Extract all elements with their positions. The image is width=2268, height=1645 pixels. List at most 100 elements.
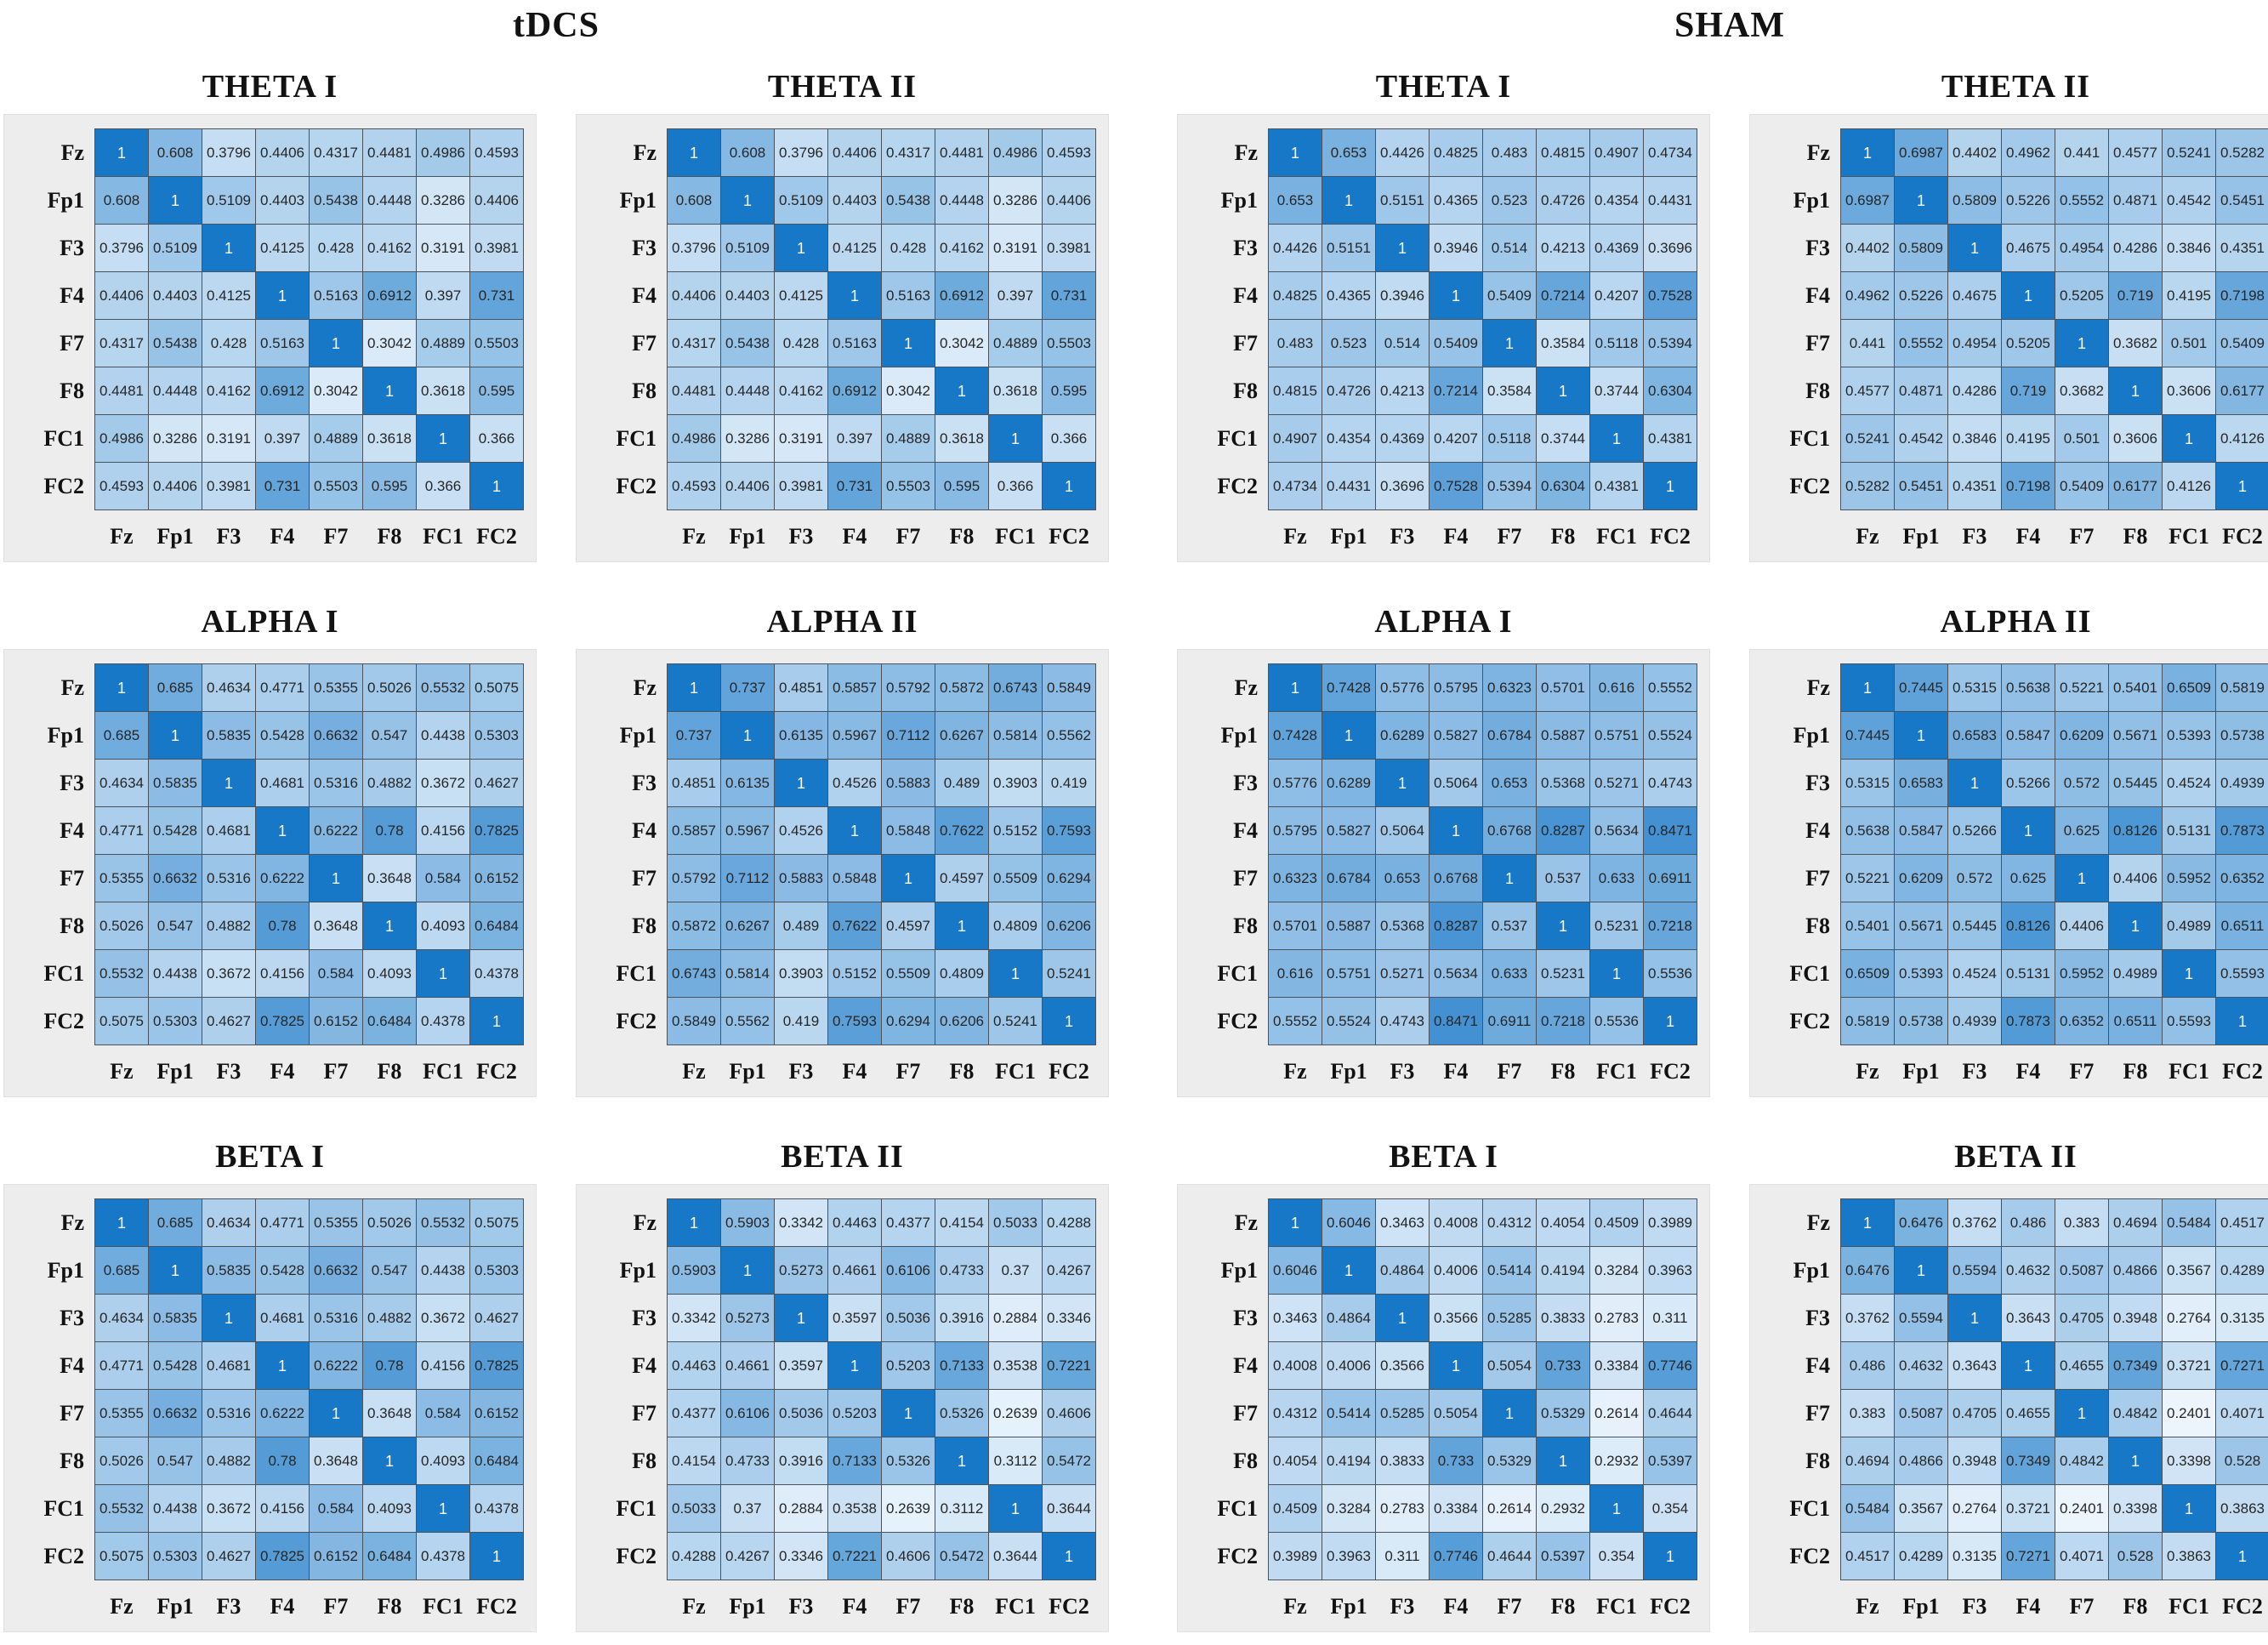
panel-title: ALPHA I [1374, 604, 1513, 640]
column-label: F3 [216, 1594, 242, 1619]
matrix-cell: 0.3648 [362, 854, 417, 902]
matrix-cell: 0.3721 [2001, 1484, 2055, 1533]
matrix-cell: 1 [2215, 1532, 2268, 1580]
matrix-cell: 0.3672 [202, 1484, 256, 1533]
row-label: Fz [633, 139, 657, 165]
matrix-cell: 0.6912 [827, 367, 882, 415]
matrix-cell: 0.4093 [362, 1484, 417, 1533]
matrix-cell: 0.4627 [202, 997, 256, 1045]
row-label: Fz [60, 1210, 84, 1235]
matrix-cell: 0.4369 [1375, 414, 1430, 463]
matrix-cell: 0.3597 [774, 1341, 828, 1390]
column-labels-row: Fz Fp1 F3 F4 F7 F8 FC1 FC2 [1183, 1580, 1697, 1627]
row-label: F8 [1233, 378, 1258, 403]
column-label: F4 [2015, 524, 2041, 549]
matrix-cell: 0.3682 [2055, 367, 2109, 415]
matrix-row: F8 0.4577 0.4871 0.4286 0.719 0.3682 1 0.3606 0.… [1755, 367, 2268, 415]
matrix-row: F8 0.5701 0.5887 0.5368 0.8287 0.537 1 0.5231 0.… [1183, 902, 1697, 950]
matrix-row: FC1 0.5241 0.4542 0.3846 0.4195 0.501 0.3606 1 0… [1755, 414, 2268, 463]
matrix-cell: 0.4162 [362, 224, 417, 272]
column-label: Fp1 [1330, 1594, 1367, 1619]
row-label: F3 [60, 770, 84, 795]
matrix-cell: 0.6583 [1894, 759, 1948, 807]
matrix-cell: 0.7133 [827, 1437, 882, 1485]
matrix-cell: 0.6046 [1322, 1198, 1376, 1247]
column-label: F8 [949, 1059, 975, 1084]
corner-spacer [582, 1580, 668, 1627]
row-label: F7 [632, 1400, 657, 1426]
matrix-cell: 0.4694 [2108, 1198, 2163, 1247]
matrix-cell: 0.5593 [2215, 949, 2268, 998]
matrix-cell: 0.3042 [362, 319, 417, 367]
matrix-row: F7 0.5355 0.6632 0.5316 0.6222 1 0.3648 0.584 0.… [9, 854, 524, 902]
row-label: F8 [60, 378, 84, 403]
matrix-cell: 0.4008 [1268, 1341, 1322, 1390]
row-label: FC1 [43, 425, 84, 451]
matrix-cell: 0.5562 [1042, 711, 1096, 760]
matrix-cell: 0.4634 [94, 759, 149, 807]
matrix-row: F3 0.3463 0.4864 1 0.3566 0.5285 0.3833 0.2783 0… [1183, 1294, 1697, 1342]
matrix-cell: 0.3584 [1482, 367, 1537, 415]
row-label: FC2 [1789, 1008, 1830, 1033]
matrix-cell: 0.4402 [1947, 128, 2002, 177]
matrix-cell: 0.4406 [2108, 854, 2163, 902]
column-label: Fp1 [729, 524, 766, 549]
matrix-cell: 0.7428 [1268, 711, 1322, 760]
matrix-cell: 0.78 [255, 1437, 310, 1485]
matrix-cell: 0.547 [148, 1437, 202, 1485]
matrix-cell: 0.4438 [416, 1246, 470, 1295]
column-label: Fz [1856, 524, 1879, 549]
matrix-cell: 0.3644 [1042, 1484, 1096, 1533]
matrix-cell: 0.3696 [1643, 224, 1697, 272]
matrix-cell: 0.483 [1268, 319, 1322, 367]
column-label: F8 [2123, 524, 2148, 549]
row-label: FC1 [616, 425, 657, 451]
matrix-cell: 0.7825 [255, 997, 310, 1045]
matrix-cell: 0.5266 [2001, 759, 2055, 807]
matrix-row: Fz 1 0.608 0.3796 0.4406 0.4317 0.4481 0.4986 0.… [9, 128, 524, 177]
corner-spacer [1183, 1580, 1269, 1627]
matrix-cell: 0.4871 [1894, 367, 1948, 415]
matrix-cell: 0.5738 [2215, 711, 2268, 760]
matrix-cell: 0.5414 [1482, 1246, 1537, 1295]
matrix-row: Fp1 0.608 1 0.5109 0.4403 0.5438 0.4448 0.3286 0… [582, 176, 1096, 225]
matrix-cell: 1 [827, 271, 882, 320]
column-label: FC2 [1650, 1594, 1691, 1619]
row-label: Fz [633, 1210, 657, 1235]
matrix-cell: 0.5428 [148, 806, 202, 855]
matrix-cell: 0.6509 [2162, 663, 2216, 712]
matrix-cell: 1 [667, 128, 721, 177]
matrix-cell: 0.4154 [935, 1198, 989, 1247]
matrix-row: Fp1 0.6987 1 0.5809 0.5226 0.5552 0.4871 0.4542… [1755, 176, 2268, 225]
matrix-cell: 1 [1429, 271, 1483, 320]
matrix-cell: 0.6206 [935, 997, 989, 1045]
matrix-cell: 0.4378 [416, 997, 470, 1045]
matrix-cell: 0.7218 [1536, 997, 1590, 1045]
matrix-cell: 1 [2162, 1484, 2216, 1533]
matrix-cell: 0.3567 [1894, 1484, 1948, 1533]
matrix-cell: 0.5271 [1375, 949, 1430, 998]
matrix-row: F8 0.4481 0.4448 0.4162 0.6912 0.3042 1 0.3618 0… [582, 367, 1096, 415]
matrix-cell: 0.5368 [1536, 759, 1590, 807]
matrix-cell: 0.547 [148, 902, 202, 950]
matrix-cell: 0.4162 [202, 367, 256, 415]
matrix-cell: 0.5303 [148, 997, 202, 1045]
matrix-cell: 1 [1482, 319, 1537, 367]
matrix-row: F7 0.5221 0.6209 0.572 0.625 1 0.4406 0.5952 0.6… [1755, 854, 2268, 902]
matrix-cell: 0.4463 [667, 1341, 721, 1390]
matrix-cell: 1 [1947, 224, 2002, 272]
column-label: F7 [1497, 1594, 1522, 1619]
matrix-cell: 0.4815 [1268, 367, 1322, 415]
matrix-cell: 0.4431 [1322, 462, 1376, 510]
matrix-cell: 0.4882 [202, 902, 256, 950]
correlation-matrix: Fz 1 0.608 0.3796 0.4406 0.4317 0.4481 0.4986 0.… [9, 128, 524, 556]
matrix-cell: 0.6583 [1947, 711, 2002, 760]
matrix-cell: 0.5241 [1042, 949, 1096, 998]
matrix-cell: 0.5282 [1840, 462, 1895, 510]
column-labels-row: Fz Fp1 F3 F4 F7 F8 FC1 FC2 [582, 1580, 1096, 1627]
matrix-row: F8 0.5026 0.547 0.4882 0.78 0.3648 1 0.4093 0.64… [9, 1437, 524, 1485]
matrix-cell: 0.4426 [1268, 224, 1322, 272]
matrix-cell: 0.6046 [1268, 1246, 1322, 1295]
matrix-cell: 0.514 [1482, 224, 1537, 272]
